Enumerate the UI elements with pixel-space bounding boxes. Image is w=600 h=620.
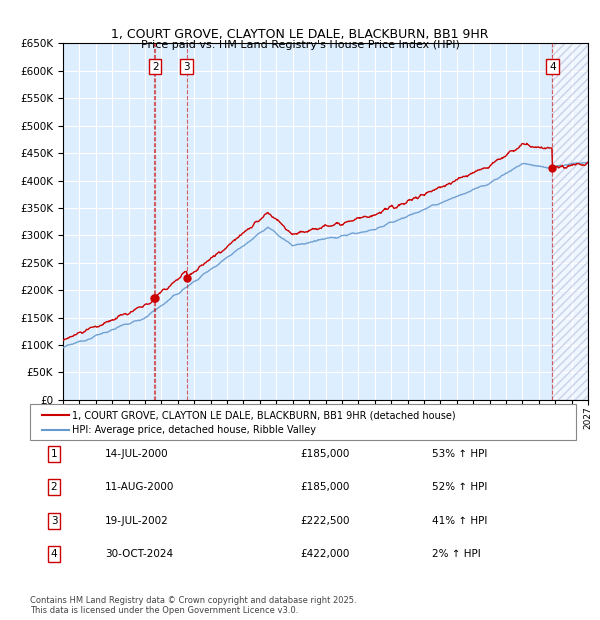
Text: 4: 4 bbox=[50, 549, 58, 559]
Text: 14-JUL-2000: 14-JUL-2000 bbox=[105, 449, 169, 459]
Text: 3: 3 bbox=[184, 61, 190, 71]
Text: £422,000: £422,000 bbox=[300, 549, 349, 559]
Text: 2: 2 bbox=[50, 482, 58, 492]
Text: Contains HM Land Registry data © Crown copyright and database right 2025.
This d: Contains HM Land Registry data © Crown c… bbox=[30, 596, 356, 615]
Text: 1, COURT GROVE, CLAYTON LE DALE, BLACKBURN, BB1 9HR (detached house): 1, COURT GROVE, CLAYTON LE DALE, BLACKBU… bbox=[72, 410, 455, 420]
Text: 2% ↑ HPI: 2% ↑ HPI bbox=[432, 549, 481, 559]
Text: £185,000: £185,000 bbox=[300, 482, 349, 492]
Text: Price paid vs. HM Land Registry's House Price Index (HPI): Price paid vs. HM Land Registry's House … bbox=[140, 40, 460, 50]
Text: 30-OCT-2024: 30-OCT-2024 bbox=[105, 549, 173, 559]
Text: £222,500: £222,500 bbox=[300, 516, 349, 526]
Text: 19-JUL-2002: 19-JUL-2002 bbox=[105, 516, 169, 526]
Text: 1: 1 bbox=[50, 449, 58, 459]
Text: 52% ↑ HPI: 52% ↑ HPI bbox=[432, 482, 487, 492]
Text: 53% ↑ HPI: 53% ↑ HPI bbox=[432, 449, 487, 459]
Text: 11-AUG-2000: 11-AUG-2000 bbox=[105, 482, 175, 492]
Text: 3: 3 bbox=[50, 516, 58, 526]
Text: 4: 4 bbox=[549, 61, 556, 71]
Text: 1, COURT GROVE, CLAYTON LE DALE, BLACKBURN, BB1 9HR: 1, COURT GROVE, CLAYTON LE DALE, BLACKBU… bbox=[111, 28, 489, 40]
Text: £185,000: £185,000 bbox=[300, 449, 349, 459]
Text: 2: 2 bbox=[152, 61, 158, 71]
Text: 41% ↑ HPI: 41% ↑ HPI bbox=[432, 516, 487, 526]
Text: HPI: Average price, detached house, Ribble Valley: HPI: Average price, detached house, Ribb… bbox=[72, 425, 316, 435]
